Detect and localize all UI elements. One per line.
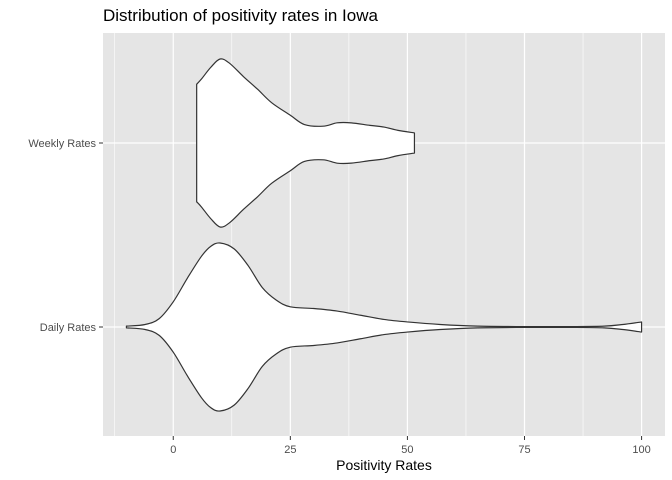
x-tick-label: 100 (632, 444, 650, 456)
y-tick-label: Daily Rates (40, 322, 97, 334)
x-tick-label: 75 (518, 444, 530, 456)
x-tick-label: 0 (170, 444, 176, 456)
x-tick-label: 50 (401, 444, 413, 456)
violin-daily-rates (125, 242, 643, 412)
x-tick-label: 25 (284, 444, 296, 456)
y-axis: Weekly Rates Daily Rates (28, 138, 103, 334)
violin-weekly-rates (196, 58, 416, 228)
x-axis: 0 25 50 75 100 (170, 436, 651, 456)
chart-title: Distribution of positivity rates in Iowa (103, 6, 378, 25)
y-tick-label: Weekly Rates (28, 138, 96, 150)
violins (125, 58, 643, 412)
x-axis-title: Positivity Rates (336, 457, 432, 473)
